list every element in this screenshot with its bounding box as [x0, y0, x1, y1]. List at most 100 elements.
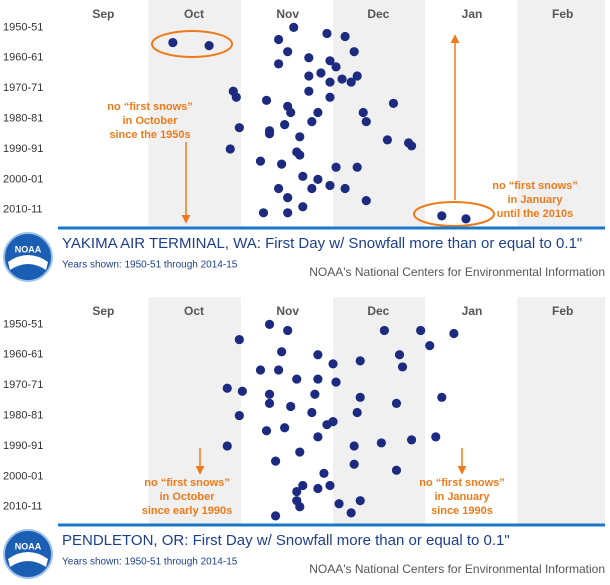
- annotation-text: until the 2010s: [497, 208, 573, 220]
- snow-dot: [292, 486, 302, 497]
- annotation-text: in January: [434, 491, 490, 503]
- snow-dot: [334, 499, 344, 509]
- y-tick-label: 1970-71: [3, 379, 43, 391]
- annotation-text: since the 1950s: [109, 129, 190, 141]
- annotation-text: since 1990s: [431, 505, 493, 517]
- chart-title: YAKIMA AIR TERMINAL, WA: First Day w/ Sn…: [62, 235, 582, 252]
- snow-dot: [325, 480, 335, 491]
- snow-dot: [237, 386, 247, 396]
- snow-dot: [325, 92, 335, 102]
- snow-dot: [304, 53, 314, 63]
- snow-dot: [283, 325, 293, 336]
- x-tick-label: Dec: [367, 7, 389, 21]
- snow-dot: [416, 325, 426, 336]
- credit: NOAA's National Centers for Environmenta…: [309, 265, 605, 279]
- logo-band: [8, 255, 48, 270]
- y-tick-label: 1950-51: [3, 21, 43, 33]
- y-tick-label: 2010-11: [3, 204, 43, 216]
- annotation-text: in October: [122, 115, 178, 127]
- logo-band: [8, 552, 48, 567]
- snow-dot: [264, 129, 275, 139]
- snow-dot: [277, 159, 287, 169]
- annotation-text: since early 1990s: [142, 505, 233, 517]
- snow-dot: [270, 511, 281, 521]
- snow-dot: [340, 31, 350, 42]
- y-tick-label: 1970-71: [3, 82, 43, 94]
- chart-panel: Sep Oct Nov Dec Jan Feb 1950-51 1960-61 1970-71 1…: [3, 0, 605, 282]
- snow-dot: [261, 95, 272, 105]
- snow-dot: [304, 71, 314, 81]
- month-band: [517, 0, 605, 228]
- snow-dot: [316, 68, 326, 78]
- snow-dot: [168, 37, 178, 48]
- x-tick-label: Oct: [184, 7, 204, 21]
- y-tick-label: 2000-01: [3, 173, 43, 185]
- snow-dot: [280, 120, 290, 130]
- x-tick-label: Feb: [552, 7, 573, 21]
- snow-dot: [349, 441, 359, 451]
- snow-dot: [274, 365, 284, 375]
- chart-panel: Sep Oct Nov Dec Jan Feb 1950-51 1960-61 1970-71 1…: [3, 297, 605, 579]
- snow-dot: [406, 141, 417, 151]
- snow-dot: [264, 319, 275, 329]
- snow-dot: [331, 62, 341, 72]
- chart-subtitle: Years shown: 1950-51 through 2014-15: [62, 557, 238, 568]
- snow-dot: [283, 193, 293, 203]
- snow-dot: [406, 435, 417, 445]
- snow-dot: [298, 202, 308, 212]
- snow-dot: [234, 334, 244, 345]
- credit: NOAA's National Centers for Environmenta…: [309, 562, 605, 576]
- snow-dot: [292, 496, 302, 506]
- snow-dot: [264, 389, 275, 399]
- snow-dot: [258, 208, 269, 218]
- snow-dot: [313, 107, 323, 118]
- snow-dot: [391, 398, 402, 408]
- x-tick-label: Dec: [367, 304, 389, 318]
- snow-dot: [289, 22, 299, 32]
- snow-dot: [461, 214, 471, 224]
- highlight-ellipse: [151, 30, 233, 58]
- logo-text: NOAA: [15, 244, 42, 254]
- snow-dot: [391, 465, 402, 475]
- y-tick-label: 1950-51: [3, 318, 43, 330]
- snow-dot: [270, 456, 281, 466]
- highlight-ellipse: [413, 201, 495, 227]
- snow-dot: [331, 162, 341, 172]
- y-tick-label: 1990-91: [3, 143, 43, 155]
- y-tick-label: 2010-11: [3, 501, 43, 513]
- annotation-text: no “first snows”: [492, 180, 578, 192]
- snow-dot: [325, 56, 335, 66]
- x-tick-label: Feb: [552, 304, 573, 318]
- snow-dot: [358, 107, 368, 118]
- snow-dot: [449, 328, 459, 339]
- x-tick-label: Nov: [276, 7, 299, 21]
- annotation-text: no “first snows”: [107, 101, 193, 113]
- snow-dot: [222, 441, 232, 451]
- month-band: [517, 297, 605, 525]
- chart-title: PENDLETON, OR: First Day w/ Snowfall mor…: [62, 532, 510, 549]
- snow-dot: [295, 447, 305, 457]
- snow-dot: [325, 180, 335, 191]
- snow-dot: [286, 107, 296, 118]
- y-tick-label: 2000-01: [3, 470, 43, 482]
- snow-dot: [346, 508, 356, 518]
- x-tick-label: Sep: [92, 7, 114, 21]
- snow-dot: [313, 483, 323, 494]
- snow-dot: [307, 183, 317, 194]
- snow-dot: [234, 123, 244, 133]
- snow-dot: [337, 74, 347, 84]
- snow-dot: [313, 432, 323, 442]
- y-tick-label: 1960-61: [3, 52, 43, 64]
- x-tick-label: Jan: [462, 304, 483, 318]
- snow-dot: [313, 350, 323, 360]
- snow-dot: [292, 374, 302, 384]
- snow-dot: [298, 171, 308, 181]
- snow-dot: [286, 401, 296, 412]
- y-tick-label: 1980-81: [3, 112, 43, 124]
- snow-dot: [361, 196, 371, 206]
- x-tick-label: Oct: [184, 304, 204, 318]
- snow-dot: [225, 144, 235, 154]
- snow-dot: [307, 117, 317, 127]
- snow-dot: [274, 59, 284, 69]
- snow-dot: [349, 459, 359, 469]
